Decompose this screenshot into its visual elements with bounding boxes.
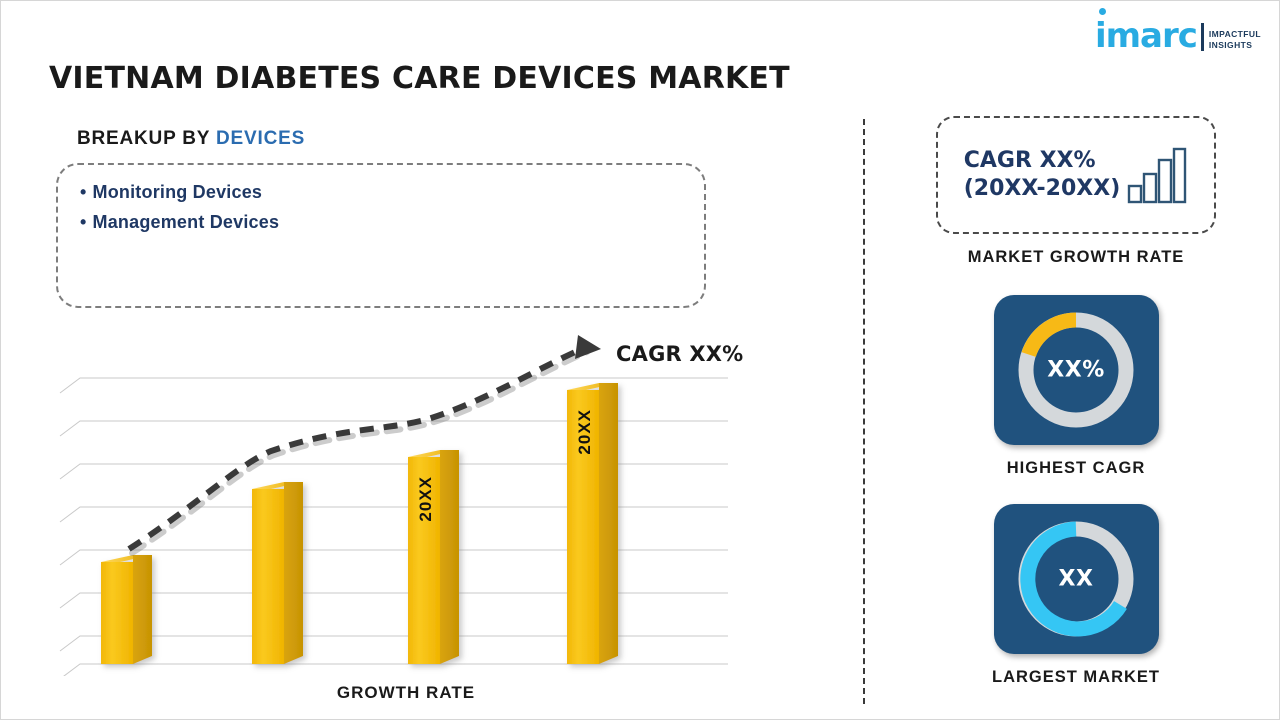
logo-tagline: IMPACTFUL INSIGHTS bbox=[1209, 29, 1261, 53]
largest-market-caption: LARGEST MARKET bbox=[992, 668, 1160, 686]
market-growth-line2: (20XX-20XX) bbox=[963, 176, 1121, 201]
highest-cagr-value: XX% bbox=[1047, 357, 1105, 383]
highest-cagr-caption: HIGHEST CAGR bbox=[1006, 459, 1146, 477]
cagr-annotation: CAGR XX% bbox=[616, 342, 744, 366]
bar-chart-icon bbox=[1128, 147, 1187, 204]
bar-4 bbox=[567, 383, 618, 664]
list-item-label: Monitoring Devices bbox=[92, 182, 263, 202]
logo-word-text: imarc bbox=[1094, 16, 1198, 56]
market-growth-caption: MARKET GROWTH RATE bbox=[967, 248, 1185, 266]
chart-x-axis-label: GROWTH RATE bbox=[336, 683, 476, 702]
bar-label-4: 20XX bbox=[575, 409, 594, 455]
highest-cagr-card: XX% bbox=[993, 295, 1159, 445]
stats-panel: CAGR XX% (20XX-20XX) MARKET GROWTH RATE bbox=[881, 116, 1271, 687]
imarc-logo: imarc IMPACTFUL INSIGHTS bbox=[1094, 8, 1261, 56]
chart-svg bbox=[59, 335, 728, 676]
growth-bar-chart: 20XX 20XX CAGR XX% GROWTH RATE bbox=[56, 331, 756, 702]
segment-list-box: • Monitoring Devices • Management Devices bbox=[56, 163, 706, 308]
largest-market-block: XX LARGEST MARKET bbox=[992, 504, 1160, 687]
breakup-heading: BREAKUP BY DEVICES bbox=[77, 128, 305, 150]
donut-chart-highest-cagr bbox=[1018, 312, 1134, 428]
donut-chart-largest-market bbox=[1018, 521, 1134, 637]
market-growth-block: CAGR XX% (20XX-20XX) MARKET GROWTH RATE bbox=[936, 116, 1216, 267]
trendline bbox=[127, 335, 601, 556]
bar-3 bbox=[408, 450, 459, 664]
logo-tagline-line1: IMPACTFUL bbox=[1208, 29, 1261, 39]
bar-1 bbox=[101, 555, 152, 664]
largest-market-card: XX bbox=[993, 504, 1159, 654]
market-growth-box: CAGR XX% (20XX-20XX) bbox=[936, 116, 1216, 234]
logo-dot-icon bbox=[1098, 8, 1106, 15]
breakup-heading-prefix: BREAKUP BY bbox=[77, 128, 217, 149]
highest-cagr-block: XX% HIGHEST CAGR bbox=[993, 295, 1159, 478]
vertical-divider bbox=[863, 119, 865, 704]
logo-wordmark: imarc bbox=[1094, 8, 1198, 56]
bullet-icon: • bbox=[80, 212, 87, 232]
bar-2 bbox=[252, 482, 303, 664]
logo-tagline-line2: INSIGHTS bbox=[1208, 40, 1253, 50]
chart-gridlines bbox=[59, 377, 728, 676]
market-growth-text: CAGR XX% (20XX-20XX) bbox=[964, 147, 1121, 203]
list-item: • Monitoring Devices bbox=[80, 177, 704, 207]
largest-market-value: XX bbox=[1058, 566, 1094, 592]
trendline-arrow-icon bbox=[575, 335, 601, 359]
list-item: • Management Devices bbox=[80, 207, 704, 237]
page-title: VIETNAM DIABETES CARE DEVICES MARKET bbox=[49, 61, 790, 96]
market-growth-line1: CAGR XX% bbox=[963, 148, 1096, 173]
logo-divider bbox=[1200, 23, 1204, 51]
bar-label-3: 20XX bbox=[416, 476, 435, 522]
bullet-icon: • bbox=[80, 182, 87, 202]
breakup-heading-highlight: DEVICES bbox=[216, 128, 306, 149]
list-item-label: Management Devices bbox=[92, 212, 280, 232]
